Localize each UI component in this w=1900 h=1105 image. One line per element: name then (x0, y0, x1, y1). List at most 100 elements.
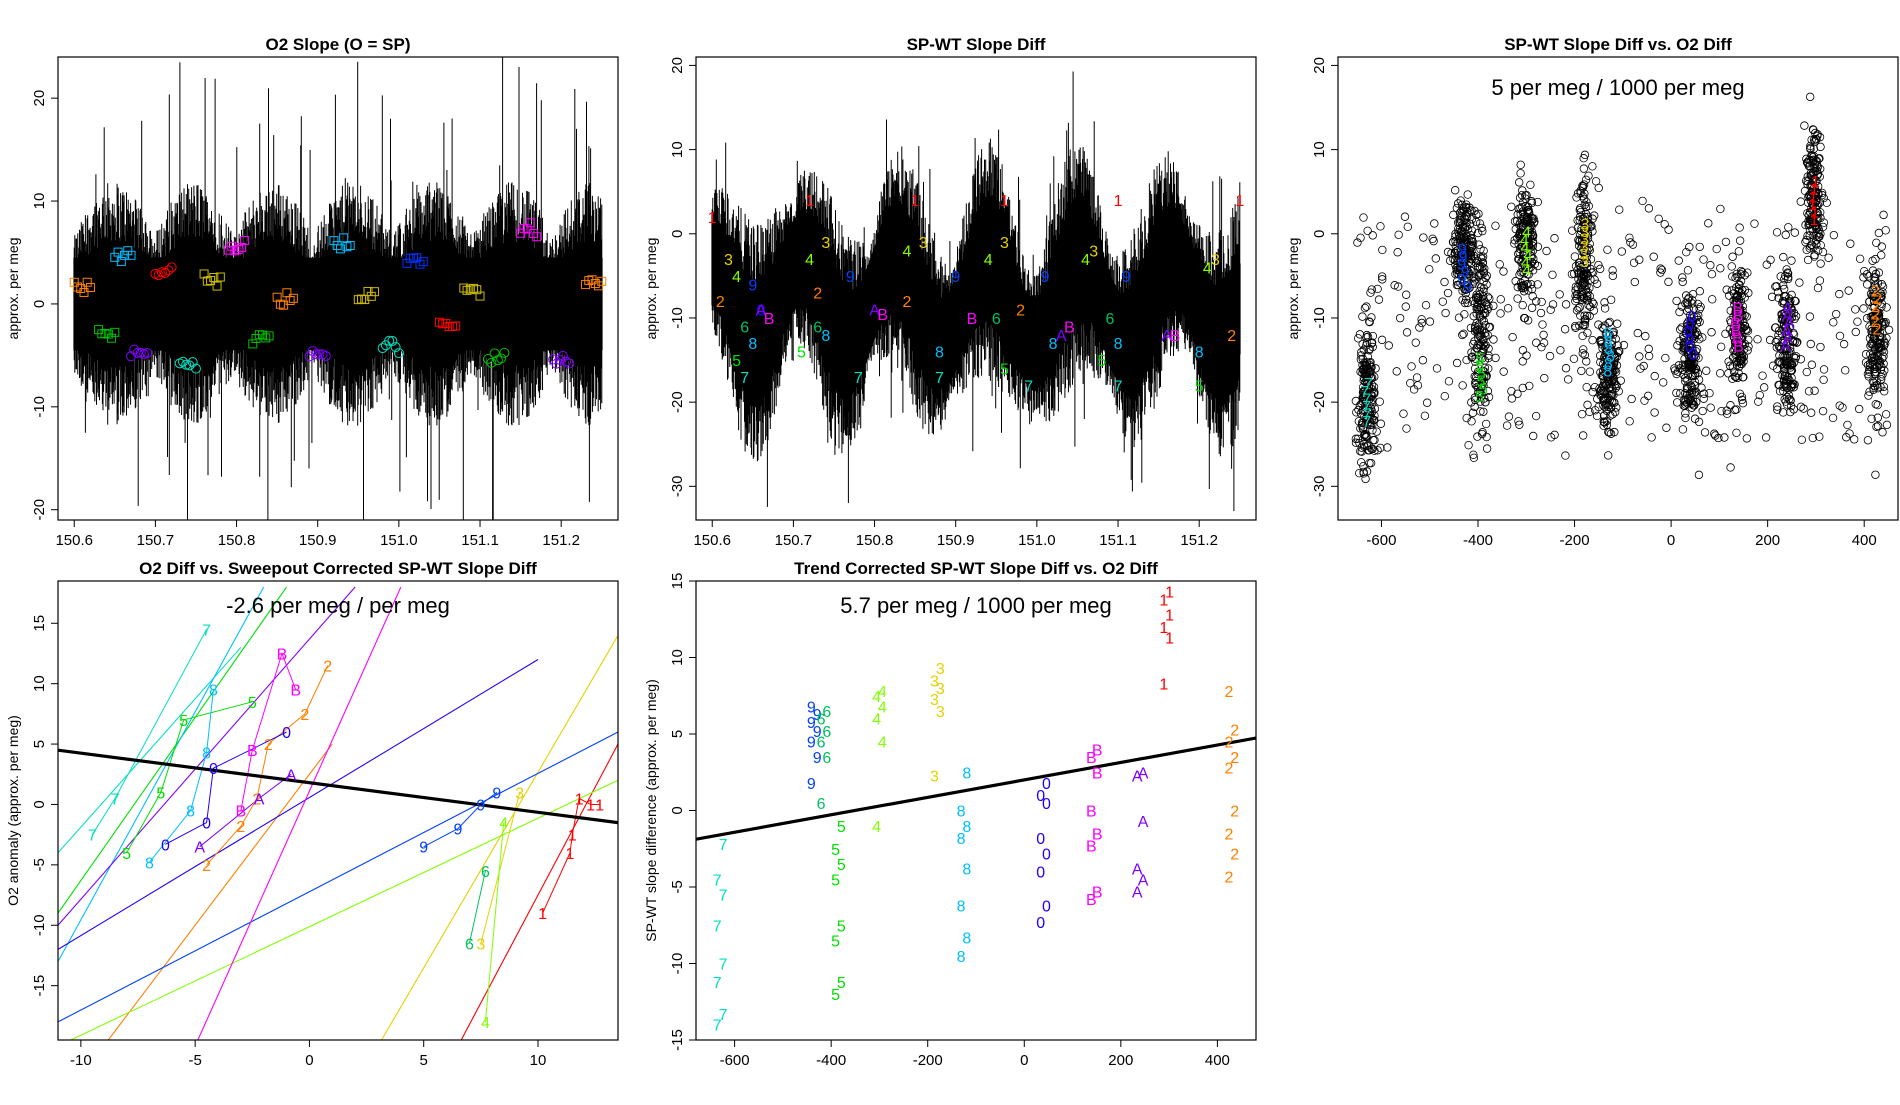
scatter-point (1571, 286, 1580, 295)
scatter-point (1600, 321, 1610, 330)
data-marker (181, 359, 192, 370)
scatter-point (1657, 265, 1667, 275)
data-point-label: 5 (179, 713, 188, 730)
scatter-point (1704, 219, 1713, 228)
cluster-label: 2 (1871, 284, 1880, 301)
scatter-point (1871, 311, 1880, 320)
scatter-point (1376, 419, 1386, 428)
scatter-point (1453, 199, 1463, 208)
data-point-label: A (1161, 328, 1172, 345)
data-marker (307, 346, 318, 357)
data-marker (212, 281, 222, 291)
scatter-point (1370, 389, 1379, 398)
data-point-label: 1 (911, 193, 920, 210)
scatter-point (1457, 265, 1466, 274)
scatter-point (1879, 347, 1889, 356)
scatter-point (1458, 330, 1467, 340)
cluster-label: 1 (1811, 174, 1820, 191)
scatter-point (1851, 327, 1860, 337)
data-point-label: 6 (817, 796, 826, 813)
scatter-point (1625, 417, 1634, 426)
data-point-label: 6 (481, 864, 490, 881)
scatter-point (1656, 264, 1665, 273)
scatter-point (1881, 410, 1891, 419)
data-point-label: 8 (957, 898, 966, 915)
scatter-point (1365, 358, 1374, 368)
y-tick-label: -15 (31, 975, 48, 997)
data-marker (554, 354, 565, 365)
data-point-label: B (1086, 804, 1097, 821)
scatter-point (1870, 364, 1880, 374)
scatter-point (1625, 233, 1634, 242)
data-point-label: 2 (903, 294, 912, 311)
data-point-label: 9 (492, 785, 501, 802)
cluster-label: A (1784, 316, 1795, 333)
scatter-point (1603, 245, 1612, 255)
scatter-point (1731, 273, 1740, 283)
scatter-point (1673, 367, 1683, 376)
data-marker (100, 328, 110, 338)
scatter-point (1523, 205, 1532, 215)
scatter-point (1441, 308, 1450, 318)
data-point-label: B (1092, 765, 1103, 782)
data-marker (345, 241, 355, 251)
scatter-point (1518, 198, 1528, 207)
scatter-point (1368, 425, 1377, 435)
data-point-label: 1 (1165, 585, 1174, 602)
data-marker (160, 267, 171, 278)
data-marker (72, 282, 82, 292)
scatter-point (1865, 322, 1874, 331)
y-tick-label: -10 (31, 914, 48, 936)
scatter-point (1780, 275, 1789, 284)
scatter-point (1362, 302, 1371, 311)
scatter-point (1870, 302, 1879, 311)
data-marker (366, 291, 376, 301)
scatter-point (1452, 203, 1462, 213)
scatter-point (1828, 413, 1838, 423)
scatter-point (1783, 274, 1793, 284)
scatter-point (1597, 389, 1607, 398)
data-point-label: 6 (813, 319, 822, 336)
scatter-point (1702, 366, 1711, 375)
data-point-label: 9 (1041, 269, 1050, 286)
scatter-point (1649, 252, 1658, 261)
scatter-point (1357, 348, 1366, 357)
scatter-point (1782, 371, 1791, 380)
scatter-point (1740, 285, 1750, 295)
data-point-label: 5 (1195, 378, 1204, 395)
data-point-label: 8 (962, 930, 971, 947)
scatter-point (1460, 284, 1469, 294)
scatter-point (1732, 269, 1741, 279)
scatter-point (1813, 224, 1822, 233)
scatter-point (1485, 322, 1495, 332)
scatter-point (1520, 268, 1529, 278)
y-tick-label: -20 (669, 391, 686, 413)
scatter-point (1805, 231, 1814, 240)
scatter-point (1395, 313, 1405, 323)
scatter-point (1444, 377, 1454, 386)
scatter-point (1477, 316, 1487, 325)
cluster-label: 7 (1362, 399, 1371, 416)
scatter-point (1526, 180, 1535, 190)
scatter-point (1425, 317, 1435, 326)
data-point-label: B (1092, 742, 1103, 759)
data-point-label: 0 (756, 303, 765, 320)
scatter-point (1590, 382, 1600, 392)
scatter-point (1809, 169, 1819, 178)
group-fit-line (58, 586, 288, 914)
scatter-point (1644, 351, 1654, 361)
cluster-label: 8 (1604, 356, 1613, 373)
data-point-label: 7 (202, 622, 211, 639)
data-point-label: 3 (724, 252, 733, 269)
cluster-label: 4 (1521, 240, 1530, 257)
scatter-point (1359, 422, 1368, 432)
data-point-label: 7 (713, 975, 722, 992)
scatter-point (1421, 301, 1431, 310)
scatter-point (1440, 391, 1449, 401)
scatter-point (1796, 402, 1806, 412)
scatter-point (1777, 329, 1787, 339)
data-point-label: A (1138, 872, 1149, 889)
data-point-label: 1 (1000, 193, 1009, 210)
scatter-point (1767, 292, 1777, 302)
